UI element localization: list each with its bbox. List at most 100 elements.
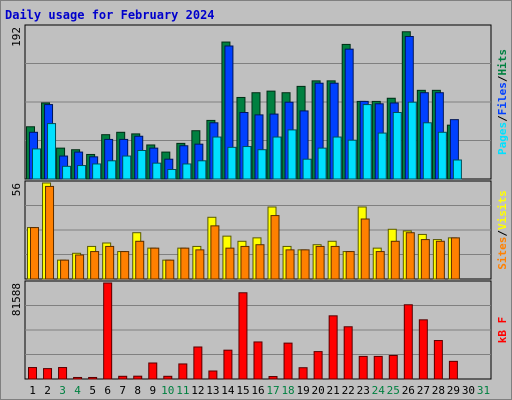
x-tick-day-13: 13 bbox=[206, 384, 219, 397]
bar-pages-day-8 bbox=[137, 150, 147, 180]
x-tick-day-9: 9 bbox=[149, 384, 156, 397]
bar-sites-day-28 bbox=[435, 240, 445, 280]
x-tick-day-12: 12 bbox=[191, 384, 204, 397]
bar-pages-day-28 bbox=[437, 131, 447, 180]
bar-sites-day-8 bbox=[135, 240, 145, 280]
bar-sites-day-5 bbox=[90, 251, 100, 280]
legend-separator: / bbox=[496, 75, 509, 82]
bar-kb-f-day-10 bbox=[163, 375, 173, 380]
bar-sites-day-7 bbox=[120, 251, 130, 280]
bar-kb-f-day-27 bbox=[418, 319, 428, 380]
bar-sites-day-2 bbox=[45, 185, 55, 280]
x-tick-day-8: 8 bbox=[134, 384, 141, 397]
bar-kb-f-day-11 bbox=[178, 363, 188, 380]
bar-pages-day-4 bbox=[77, 165, 87, 180]
x-tick-day-11: 11 bbox=[176, 384, 189, 397]
bar-kb-f-day-29 bbox=[448, 360, 458, 380]
legend-separator: / bbox=[496, 230, 509, 237]
bar-kb-f-day-2 bbox=[43, 368, 53, 380]
bar-sites-day-18 bbox=[285, 249, 295, 280]
bar-sites-day-24 bbox=[375, 251, 385, 280]
x-tick-day-22: 22 bbox=[342, 384, 355, 397]
bar-sites-day-9 bbox=[150, 247, 160, 280]
x-tick-day-2: 2 bbox=[44, 384, 51, 397]
bar-pages-day-26 bbox=[407, 101, 417, 180]
bar-pages-day-21 bbox=[332, 136, 342, 180]
bar-kb-f-day-14 bbox=[223, 349, 233, 380]
legend-panel-1: Sites/Visits bbox=[496, 190, 509, 270]
bar-kb-f-day-5 bbox=[88, 376, 98, 380]
bar-sites-day-12 bbox=[195, 249, 205, 280]
bar-sites-day-20 bbox=[315, 245, 325, 280]
bar-pages-day-27 bbox=[422, 122, 432, 180]
bar-kb-f-day-1 bbox=[28, 367, 37, 380]
bar-kb-f-day-23 bbox=[358, 355, 368, 380]
x-tick-day-3: 3 bbox=[59, 384, 66, 397]
ymax-label-panel-2: 81588 bbox=[10, 283, 23, 316]
bar-pages-day-1 bbox=[32, 148, 41, 180]
x-tick-day-4: 4 bbox=[74, 384, 81, 397]
bar-sites-day-15 bbox=[240, 245, 250, 280]
bar-pages-day-2 bbox=[47, 123, 57, 180]
legend-separator: / bbox=[496, 115, 509, 122]
bar-kb-f-day-18 bbox=[283, 342, 293, 380]
x-tick-day-27: 27 bbox=[417, 384, 430, 397]
x-tick-day-19: 19 bbox=[296, 384, 309, 397]
x-tick-day-17: 17 bbox=[266, 384, 279, 397]
bar-kb-f-day-7 bbox=[118, 375, 128, 380]
x-tick-day-23: 23 bbox=[357, 384, 370, 397]
bar-kb-f-day-28 bbox=[433, 340, 443, 380]
x-tick-day-21: 21 bbox=[327, 384, 340, 397]
bar-pages-day-18 bbox=[287, 129, 297, 180]
bar-kb-f-day-25 bbox=[388, 354, 398, 380]
bar-sites-day-17 bbox=[270, 215, 280, 280]
ymax-label-panel-1: 56 bbox=[10, 183, 23, 196]
legend-item-visits: Visits bbox=[496, 190, 509, 230]
legend-item-kb-f: kB F bbox=[496, 317, 509, 344]
bar-sites-day-22 bbox=[345, 251, 355, 280]
bar-kb-f-day-17 bbox=[268, 376, 278, 380]
x-tick-day-18: 18 bbox=[281, 384, 294, 397]
bar-pages-day-22 bbox=[347, 139, 357, 180]
bar-pages-day-9 bbox=[152, 162, 162, 180]
x-tick-day-16: 16 bbox=[251, 384, 264, 397]
legend-item-hits: Hits bbox=[496, 49, 509, 76]
bar-pages-day-13 bbox=[212, 136, 222, 180]
bar-kb-f-day-8 bbox=[133, 375, 143, 380]
bar-pages-day-20 bbox=[317, 147, 327, 180]
bar-kb-f-day-3 bbox=[58, 367, 68, 380]
bar-pages-day-17 bbox=[272, 136, 282, 180]
x-tick-day-25: 25 bbox=[387, 384, 400, 397]
bar-pages-day-7 bbox=[122, 155, 132, 180]
bar-pages-day-12 bbox=[197, 160, 207, 180]
bar-pages-day-3 bbox=[62, 165, 72, 180]
x-tick-day-24: 24 bbox=[372, 384, 386, 397]
bar-kb-f-day-6 bbox=[103, 282, 113, 380]
bar-sites-day-6 bbox=[105, 245, 115, 280]
ymax-label-panel-0: 192 bbox=[10, 27, 23, 47]
bar-sites-day-4 bbox=[75, 254, 85, 280]
bar-sites-day-23 bbox=[360, 218, 370, 280]
bar-kb-f-day-13 bbox=[208, 370, 218, 380]
bar-kb-f-day-22 bbox=[343, 326, 353, 380]
bar-kb-f-day-20 bbox=[313, 351, 323, 380]
legend-panel-2: kB F bbox=[496, 317, 509, 344]
x-tick-day-29: 29 bbox=[447, 384, 460, 397]
x-tick-day-31: 31 bbox=[477, 384, 490, 397]
x-tick-day-6: 6 bbox=[104, 384, 111, 397]
bar-sites-day-11 bbox=[180, 247, 190, 280]
bar-sites-day-19 bbox=[300, 249, 310, 280]
bar-kb-f-day-24 bbox=[373, 355, 383, 380]
bar-pages-day-25 bbox=[392, 112, 402, 180]
bar-pages-day-29 bbox=[452, 159, 462, 180]
x-tick-day-20: 20 bbox=[312, 384, 325, 397]
bar-sites-day-10 bbox=[165, 259, 175, 280]
x-tick-day-5: 5 bbox=[89, 384, 96, 397]
bar-pages-day-16 bbox=[257, 149, 267, 180]
bar-sites-day-29 bbox=[450, 237, 460, 280]
bar-pages-day-19 bbox=[302, 158, 312, 180]
bar-kb-f-day-21 bbox=[328, 315, 338, 380]
legend-panel-0: Pages/Files/Hits bbox=[496, 49, 509, 155]
